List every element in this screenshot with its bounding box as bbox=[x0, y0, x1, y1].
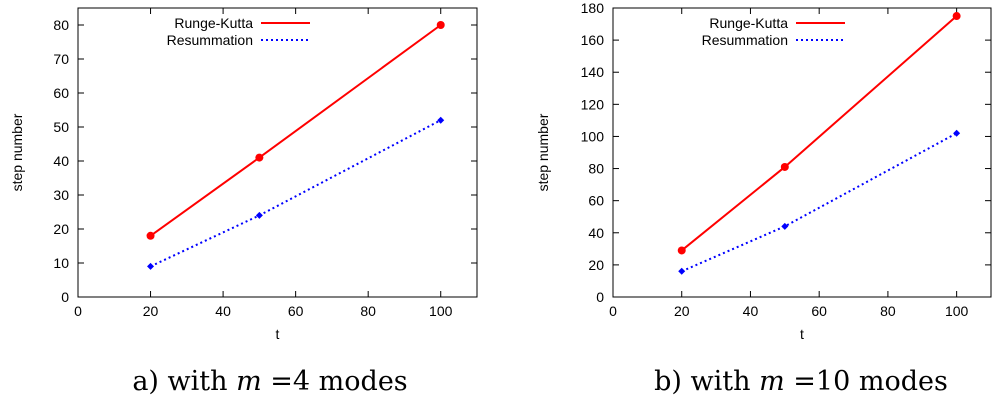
chart-b: 0 20 40 60 80 100 0 20 40 60 80 100 120 140 160 180 t ste… bbox=[535, 0, 992, 342]
y-tick-label: 30 bbox=[53, 187, 69, 203]
series-runge-kutta bbox=[146, 21, 445, 240]
y-tick-label: 50 bbox=[53, 119, 69, 135]
legend-label: Runge-Kutta bbox=[174, 15, 253, 31]
x-axis-label: t bbox=[276, 326, 280, 342]
data-point bbox=[255, 153, 264, 162]
data-point bbox=[953, 129, 961, 137]
y-tick-label: 160 bbox=[581, 32, 605, 48]
series-line bbox=[149, 24, 442, 237]
x-tick-label: 100 bbox=[945, 303, 969, 319]
y-tick-label: 180 bbox=[581, 0, 605, 16]
caption-variable: m bbox=[236, 366, 262, 397]
legend-label: Runge-Kutta bbox=[709, 15, 788, 31]
y-tick-label: 140 bbox=[581, 64, 605, 80]
y-tick-label: 40 bbox=[53, 153, 69, 169]
data-point bbox=[781, 222, 789, 230]
data-point bbox=[437, 116, 445, 124]
series-line bbox=[150, 119, 442, 268]
data-point bbox=[147, 262, 155, 270]
plot-frame bbox=[77, 7, 478, 298]
x-tick-label: 40 bbox=[215, 303, 231, 319]
legend-label: Resummation bbox=[702, 32, 788, 48]
data-point bbox=[677, 246, 686, 255]
legend-label: Resummation bbox=[167, 32, 253, 48]
y-tick-label: 80 bbox=[53, 17, 69, 33]
x-tick-label: 60 bbox=[811, 303, 827, 319]
chart-caption: a) with m =4 modes bbox=[132, 366, 407, 397]
x-axis-label: t bbox=[800, 326, 804, 342]
y-axis-label: step number bbox=[535, 113, 551, 191]
x-tick-label: 0 bbox=[609, 303, 617, 319]
y-tick-label: 60 bbox=[588, 193, 604, 209]
caption-suffix: =10 modes bbox=[785, 366, 948, 397]
caption-variable: m bbox=[759, 366, 785, 397]
data-point bbox=[146, 231, 155, 240]
x-tick-label: 20 bbox=[143, 303, 159, 319]
x-tick-label: 60 bbox=[288, 303, 304, 319]
x-tick-label: 40 bbox=[743, 303, 759, 319]
plot-frame bbox=[612, 7, 992, 298]
y-tick-label: 20 bbox=[588, 257, 604, 273]
series-runge-kutta bbox=[677, 12, 961, 255]
y-tick-label: 10 bbox=[53, 255, 69, 271]
caption-suffix: =4 modes bbox=[262, 366, 408, 397]
y-tick-label: 0 bbox=[596, 289, 604, 305]
x-tick-label: 0 bbox=[74, 303, 82, 319]
y-tick-label: 100 bbox=[581, 128, 605, 144]
caption-prefix: b) with bbox=[654, 366, 759, 397]
x-tick-label: 100 bbox=[429, 303, 453, 319]
chart-a: 0 20 40 60 80 100 0 10 20 30 40 50 60 70 80 t step numbe… bbox=[9, 7, 478, 342]
series-resummation bbox=[678, 129, 961, 275]
x-tick-label: 80 bbox=[360, 303, 376, 319]
x-tick-label: 20 bbox=[674, 303, 690, 319]
y-tick-label: 60 bbox=[53, 85, 69, 101]
y-tick-label: 20 bbox=[53, 221, 69, 237]
series-resummation bbox=[147, 116, 445, 270]
series-line bbox=[681, 15, 958, 252]
data-point bbox=[678, 267, 686, 275]
y-axis-label: step number bbox=[9, 113, 25, 191]
data-point bbox=[780, 162, 789, 171]
series-line bbox=[681, 132, 958, 273]
y-tick-label: 40 bbox=[588, 225, 604, 241]
y-tick-label: 70 bbox=[53, 51, 69, 67]
y-tick-label: 0 bbox=[61, 289, 69, 305]
data-point bbox=[436, 21, 445, 29]
x-tick-label: 80 bbox=[880, 303, 896, 319]
data-point bbox=[952, 12, 961, 21]
y-tick-label: 120 bbox=[581, 96, 605, 112]
y-tick-label: 80 bbox=[588, 161, 604, 177]
data-point bbox=[255, 211, 263, 219]
caption-prefix: a) with bbox=[132, 366, 236, 397]
chart-caption: b) with m =10 modes bbox=[654, 366, 948, 397]
